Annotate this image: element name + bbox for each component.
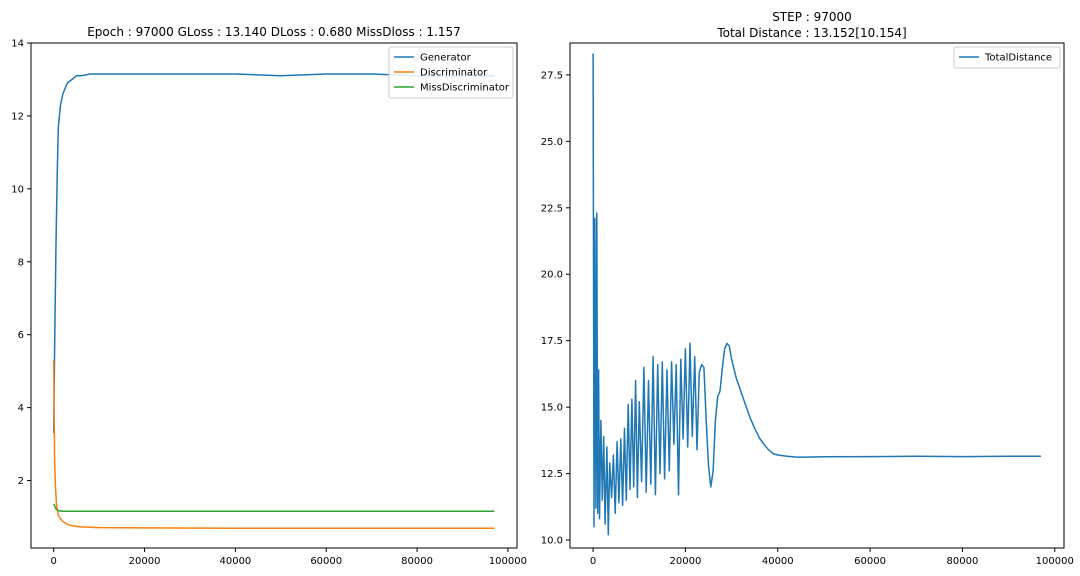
loss-chart-axes xyxy=(30,42,518,549)
distance-x-tick-label: 100000 xyxy=(1036,556,1074,567)
loss-x-tick-label: 60000 xyxy=(310,556,342,567)
distance-y-tick-label: 10.0 xyxy=(541,536,563,547)
distance-chart-lines xyxy=(592,53,1041,536)
distance-x-tick-label: 40000 xyxy=(762,556,794,567)
distance-chart-y-ticks: 10.0 12.5 15.0 17.5 20.0 22.5 25.0 27.5 xyxy=(541,70,570,547)
loss-chart: Epoch : 97000 GLoss : 13.140 DLoss : 0.6… xyxy=(11,25,527,567)
distance-chart: STEP : 97000 Total Distance : 13.152[10.… xyxy=(541,10,1074,567)
loss-legend-label: Discriminator xyxy=(420,68,488,79)
distance-chart-title-line-1: STEP : 97000 xyxy=(772,10,852,24)
loss-y-tick-label: 2 xyxy=(18,476,24,487)
loss-x-tick-label: 80000 xyxy=(401,556,433,567)
distance-y-tick-label: 22.5 xyxy=(541,203,563,214)
loss-y-tick-label: 8 xyxy=(18,257,24,268)
loss-x-tick-label: 20000 xyxy=(129,556,161,567)
loss-y-tick-label: 4 xyxy=(18,403,24,414)
distance-y-tick-label: 17.5 xyxy=(541,336,563,347)
distance-y-tick-label: 15.0 xyxy=(541,403,563,414)
distance-legend-label: TotalDistance xyxy=(984,53,1052,64)
distance-x-tick-label: 20000 xyxy=(670,556,702,567)
loss-x-tick-label: 100000 xyxy=(489,556,527,567)
loss-series-line-generator xyxy=(52,73,495,434)
loss-chart-lines xyxy=(52,73,495,530)
loss-legend-label: MissDiscriminator xyxy=(420,83,510,94)
loss-series-line-discriminator xyxy=(52,360,495,530)
loss-y-tick-label: 12 xyxy=(11,111,24,122)
loss-chart-title: Epoch : 97000 GLoss : 13.140 DLoss : 0.6… xyxy=(87,25,461,39)
distance-x-tick-label: 0 xyxy=(590,556,596,567)
loss-x-tick-label: 40000 xyxy=(219,556,251,567)
distance-x-tick-label: 60000 xyxy=(854,556,886,567)
distance-chart-legend: TotalDistance xyxy=(953,46,1061,69)
loss-legend-box xyxy=(388,46,514,99)
distance-y-tick-label: 27.5 xyxy=(541,70,563,81)
distance-series-line-totaldistance xyxy=(592,53,1041,536)
loss-y-tick-label: 14 xyxy=(11,39,24,50)
loss-y-tick-label: 6 xyxy=(18,330,24,341)
loss-x-tick-label: 0 xyxy=(51,556,57,567)
loss-chart-y-ticks: 2 4 6 8 10 12 14 xyxy=(11,39,31,487)
distance-y-tick-label: 12.5 xyxy=(541,469,563,480)
distance-chart-axes xyxy=(569,42,1065,549)
loss-chart-x-ticks: 0 20000 40000 60000 80000 100000 xyxy=(51,548,527,567)
distance-chart-x-ticks: 0 20000 40000 60000 80000 100000 xyxy=(590,548,1074,567)
loss-series-line-missdiscriminator xyxy=(53,503,495,512)
loss-legend-label: Generator xyxy=(420,53,472,64)
distance-y-tick-label: 20.0 xyxy=(541,270,563,281)
distance-y-tick-label: 25.0 xyxy=(541,137,563,148)
loss-y-tick-label: 10 xyxy=(11,184,24,195)
distance-legend-box xyxy=(953,46,1061,69)
distance-x-tick-label: 80000 xyxy=(947,556,979,567)
loss-chart-legend: Generator Discriminator MissDiscriminator xyxy=(388,46,514,99)
distance-chart-title-line-2: Total Distance : 13.152[10.154] xyxy=(716,26,906,40)
